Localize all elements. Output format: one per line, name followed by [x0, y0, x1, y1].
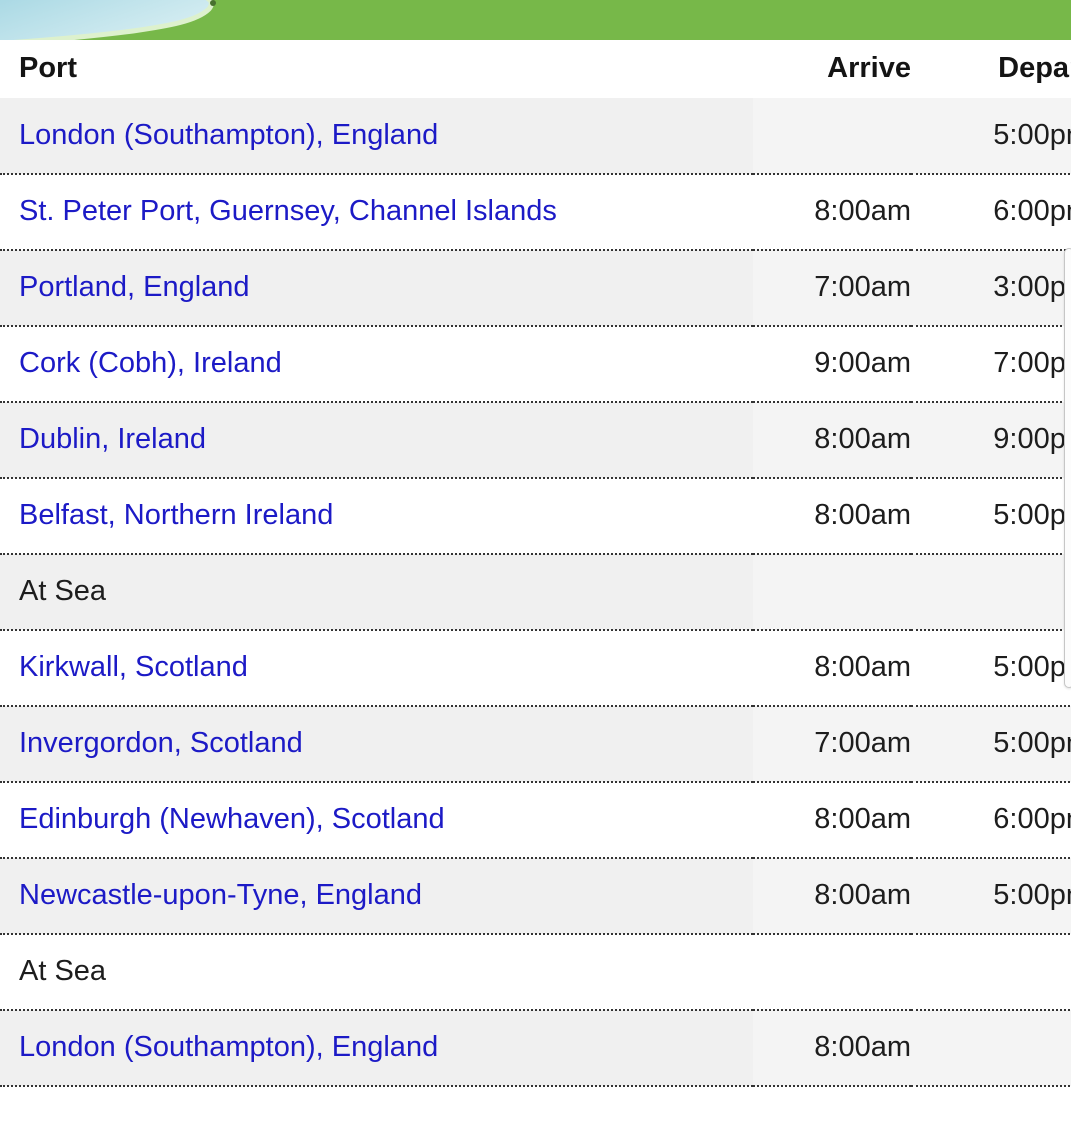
itinerary-row: Edinburgh (Newhaven), Scotland 8:00am 6:…	[0, 782, 1071, 858]
itinerary-row: St. Peter Port, Guernsey, Channel Island…	[0, 174, 1071, 250]
depart-cell: 6:00pm	[993, 195, 1071, 228]
itinerary-row: Newcastle-upon-Tyne, England 8:00am 5:00…	[0, 858, 1071, 934]
port-link[interactable]: Invergordon, Scotland	[19, 727, 303, 760]
port-link[interactable]: Cork (Cobh), Ireland	[19, 347, 282, 380]
arrive-cell	[753, 98, 911, 174]
itinerary-row: Invergordon, Scotland 7:00am 5:00pm	[0, 706, 1071, 782]
port-cell: At Sea	[0, 934, 753, 1010]
port-link[interactable]: London (Southampton), England	[19, 118, 439, 151]
depart-cell: 6:00pm	[993, 803, 1071, 836]
depart-cell: 5:00pm	[993, 651, 1071, 684]
arrive-cell: 8:00am	[814, 195, 911, 228]
port-cell: Invergordon, Scotland	[0, 706, 753, 782]
map-water	[0, 0, 214, 40]
table-header-row: Port Arrive Depart	[0, 40, 1071, 98]
port-cell: Dublin, Ireland	[0, 402, 753, 478]
depart-cell	[911, 554, 1071, 630]
port-cell: Cork (Cobh), Ireland	[0, 326, 753, 402]
arrive-cell: 8:00am	[814, 499, 911, 532]
at-sea-label: At Sea	[19, 575, 107, 608]
port-link[interactable]: Newcastle-upon-Tyne, England	[19, 879, 423, 912]
depart-cell: 5:00pm	[993, 118, 1071, 151]
column-header-port: Port	[19, 52, 77, 85]
depart-cell: 5:00pm	[993, 879, 1071, 912]
map-island-speck	[210, 0, 216, 6]
port-cell: St. Peter Port, Guernsey, Channel Island…	[0, 174, 753, 250]
itinerary-table: Port Arrive Depart London (Southampton),…	[0, 40, 1071, 1087]
itinerary-row-at-sea: At Sea	[0, 934, 1071, 1010]
depart-cell: 5:00pm	[993, 727, 1071, 760]
depart-cell: 9:00pm	[993, 423, 1071, 456]
port-cell: Belfast, Northern Ireland	[0, 478, 753, 554]
port-link[interactable]: London (Southampton), England	[19, 1031, 439, 1064]
itinerary-row: Dublin, Ireland 8:00am 9:00pm	[0, 402, 1071, 478]
at-sea-label: At Sea	[19, 955, 107, 988]
port-link[interactable]: Dublin, Ireland	[19, 423, 206, 456]
depart-cell: 3:00pm	[993, 271, 1071, 304]
arrive-cell: 9:00am	[814, 347, 911, 380]
arrive-cell	[753, 554, 911, 630]
itinerary-table-container: Port Arrive Depart London (Southampton),…	[0, 40, 1071, 1087]
itinerary-row: Belfast, Northern Ireland 8:00am 5:00pm	[0, 478, 1071, 554]
itinerary-row: London (Southampton), England 8:00am	[0, 1010, 1071, 1086]
vertical-scrollbar-thumb[interactable]	[1064, 248, 1071, 688]
map-banner-image	[0, 0, 1071, 40]
arrive-cell: 8:00am	[814, 879, 911, 912]
depart-cell	[911, 1010, 1071, 1086]
itinerary-row-at-sea: At Sea	[0, 554, 1071, 630]
column-header-arrive: Arrive	[827, 52, 911, 85]
depart-cell: 5:00pm	[993, 499, 1071, 532]
itinerary-row: London (Southampton), England 5:00pm	[0, 98, 1071, 174]
itinerary-row: Portland, England 7:00am 3:00pm	[0, 250, 1071, 326]
itinerary-row: Kirkwall, Scotland 8:00am 5:00pm	[0, 630, 1071, 706]
column-header-depart: Depart	[998, 52, 1071, 85]
itinerary-row: Cork (Cobh), Ireland 9:00am 7:00pm	[0, 326, 1071, 402]
port-cell: Newcastle-upon-Tyne, England	[0, 858, 753, 934]
port-cell: Portland, England	[0, 250, 753, 326]
port-cell: London (Southampton), England	[0, 1010, 753, 1086]
arrive-cell: 8:00am	[814, 1031, 911, 1064]
arrive-cell	[753, 934, 911, 1010]
port-cell: Edinburgh (Newhaven), Scotland	[0, 782, 753, 858]
port-link[interactable]: Kirkwall, Scotland	[19, 651, 248, 684]
arrive-cell: 7:00am	[814, 727, 911, 760]
port-cell: London (Southampton), England	[0, 98, 753, 174]
port-link[interactable]: Belfast, Northern Ireland	[19, 499, 334, 532]
depart-cell: 7:00pm	[993, 347, 1071, 380]
port-link[interactable]: St. Peter Port, Guernsey, Channel Island…	[19, 195, 557, 228]
port-cell: Kirkwall, Scotland	[0, 630, 753, 706]
depart-cell	[911, 934, 1071, 1010]
port-cell: At Sea	[0, 554, 753, 630]
arrive-cell: 7:00am	[814, 271, 911, 304]
arrive-cell: 8:00am	[814, 651, 911, 684]
port-link[interactable]: Edinburgh (Newhaven), Scotland	[19, 803, 445, 836]
port-link[interactable]: Portland, England	[19, 271, 250, 304]
arrive-cell: 8:00am	[814, 423, 911, 456]
arrive-cell: 8:00am	[814, 803, 911, 836]
